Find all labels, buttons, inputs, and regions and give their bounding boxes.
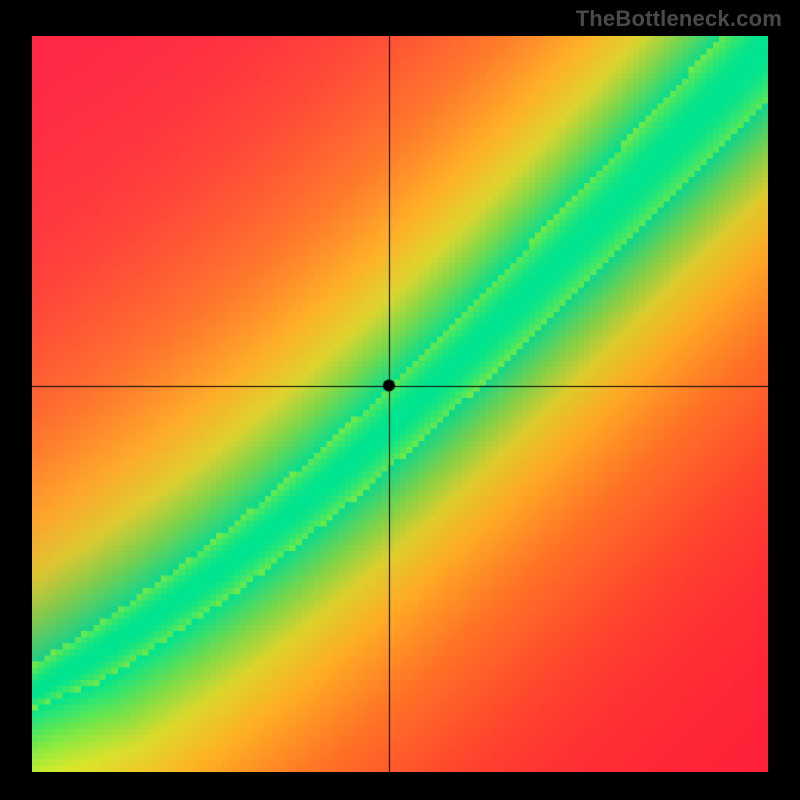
plot-area <box>32 36 768 772</box>
watermark-text: TheBottleneck.com <box>576 6 782 32</box>
bottleneck-heatmap <box>32 36 768 772</box>
chart-frame: TheBottleneck.com <box>0 0 800 800</box>
